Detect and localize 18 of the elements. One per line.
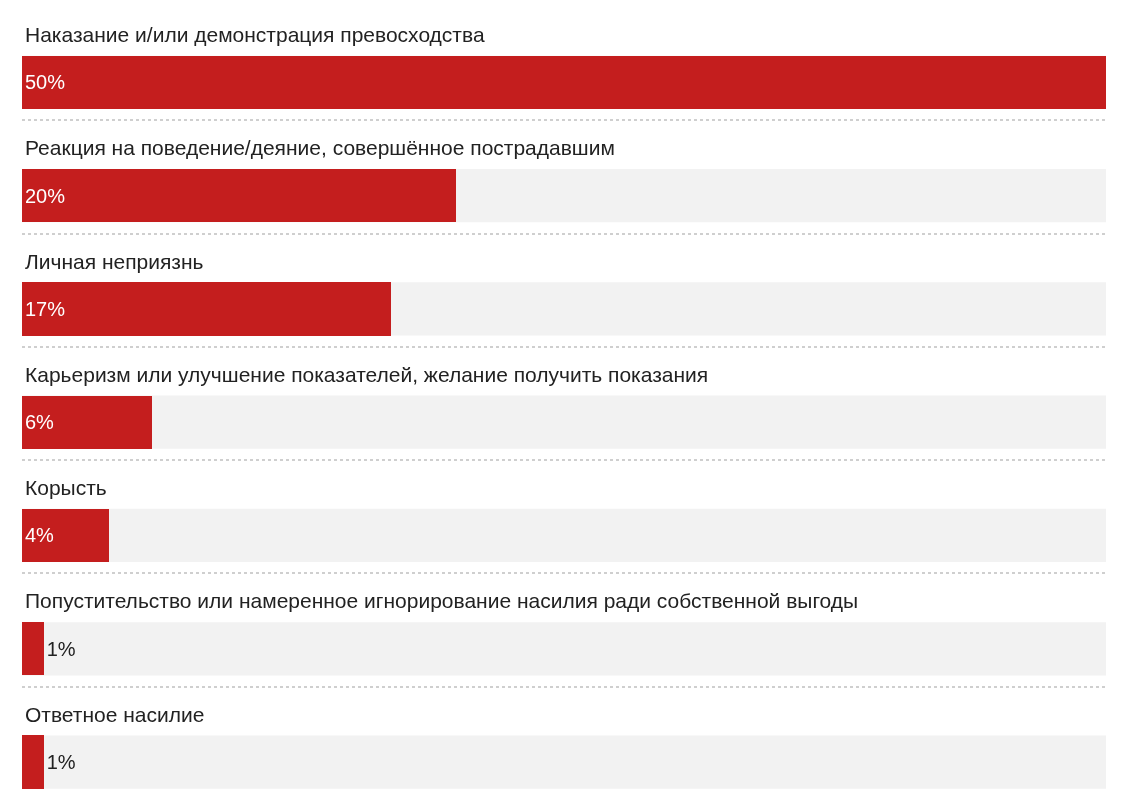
- y-tick-label: Корысть: [25, 476, 107, 500]
- bar: [22, 395, 153, 449]
- data-label: 50%: [25, 71, 66, 94]
- data-label: 17%: [25, 297, 66, 320]
- data-label: 20%: [25, 184, 66, 207]
- y-tick-label: Личная неприязнь: [25, 249, 204, 273]
- bar: [22, 508, 109, 563]
- data-label: 4%: [25, 524, 55, 547]
- y-tick-label: Попустительство или намеренное игнорирование насилия ради собственной выгоды: [25, 589, 859, 613]
- bar: [22, 622, 44, 676]
- y-tick-label: Наказание и/или демонстрация превосходства: [25, 22, 485, 46]
- y-tick-label: Реакция на поведение/деяние, совершённое пострадавшим: [25, 136, 615, 160]
- y-tick-label: Карьеризм или улучшение показателей, желание получить показания: [25, 362, 709, 386]
- data-label: 6%: [25, 411, 55, 434]
- data-label: 1%: [46, 637, 76, 660]
- bar: [22, 735, 44, 789]
- data-label: 1%: [46, 751, 76, 774]
- y-tick-label: Ответное насилие: [25, 702, 205, 726]
